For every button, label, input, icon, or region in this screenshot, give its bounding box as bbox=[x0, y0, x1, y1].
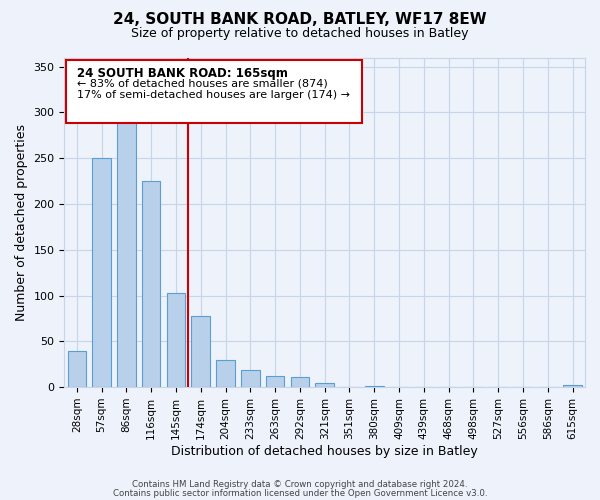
Text: 24 SOUTH BANK ROAD: 165sqm: 24 SOUTH BANK ROAD: 165sqm bbox=[77, 66, 287, 80]
Bar bbox=[117, 120, 136, 387]
Bar bbox=[290, 377, 309, 387]
FancyBboxPatch shape bbox=[65, 60, 362, 124]
Text: Contains HM Land Registry data © Crown copyright and database right 2024.: Contains HM Land Registry data © Crown c… bbox=[132, 480, 468, 489]
Text: Size of property relative to detached houses in Batley: Size of property relative to detached ho… bbox=[131, 28, 469, 40]
Bar bbox=[316, 382, 334, 387]
Bar bbox=[216, 360, 235, 387]
Bar bbox=[266, 376, 284, 387]
Text: ← 83% of detached houses are smaller (874): ← 83% of detached houses are smaller (87… bbox=[77, 78, 328, 88]
Text: 17% of semi-detached houses are larger (174) →: 17% of semi-detached houses are larger (… bbox=[77, 90, 350, 101]
X-axis label: Distribution of detached houses by size in Batley: Distribution of detached houses by size … bbox=[172, 444, 478, 458]
Bar bbox=[167, 293, 185, 387]
Bar bbox=[68, 352, 86, 387]
Bar bbox=[563, 386, 582, 387]
Bar bbox=[191, 316, 210, 387]
Text: Contains public sector information licensed under the Open Government Licence v3: Contains public sector information licen… bbox=[113, 488, 487, 498]
Bar bbox=[241, 370, 260, 387]
Bar bbox=[142, 181, 160, 387]
Bar bbox=[92, 158, 111, 387]
Text: 24, SOUTH BANK ROAD, BATLEY, WF17 8EW: 24, SOUTH BANK ROAD, BATLEY, WF17 8EW bbox=[113, 12, 487, 28]
Bar bbox=[365, 386, 383, 387]
Y-axis label: Number of detached properties: Number of detached properties bbox=[15, 124, 28, 321]
